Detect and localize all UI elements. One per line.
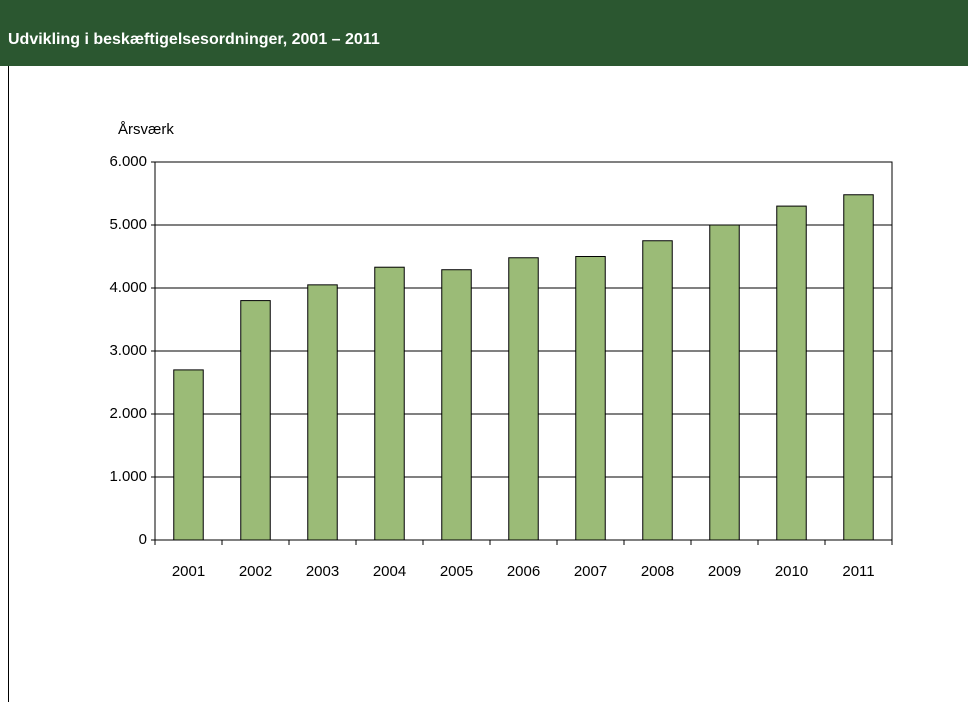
bar xyxy=(508,257,539,541)
header-bar: Udvikling i beskæftigelsesordninger, 200… xyxy=(0,0,968,66)
y-tick-label: 3.000 xyxy=(109,342,147,359)
x-tick-label: 2010 xyxy=(775,563,808,580)
bar xyxy=(173,369,204,541)
bar xyxy=(374,266,405,541)
x-tick-label: 2008 xyxy=(641,563,674,580)
x-tick-label: 2006 xyxy=(507,563,540,580)
x-tick-label: 2009 xyxy=(708,563,741,580)
bar xyxy=(240,300,271,541)
bar xyxy=(575,256,606,541)
header-title: Udvikling i beskæftigelsesordninger, 200… xyxy=(8,31,380,48)
y-tick-label: 4.000 xyxy=(109,279,147,296)
y-axis-label: Årsværk xyxy=(118,121,174,138)
bar xyxy=(776,205,807,541)
x-tick-label: 2004 xyxy=(373,563,406,580)
y-tick-label: 5.000 xyxy=(109,216,147,233)
y-tick-label: 2.000 xyxy=(109,405,147,422)
x-tick-label: 2002 xyxy=(239,563,272,580)
x-tick-label: 2007 xyxy=(574,563,607,580)
bar xyxy=(307,284,338,541)
x-tick-label: 2003 xyxy=(306,563,339,580)
bar xyxy=(441,269,472,541)
x-tick-label: 2001 xyxy=(172,563,205,580)
y-tick-label: 0 xyxy=(139,531,147,548)
x-tick-label: 2011 xyxy=(842,563,874,580)
y-tick-label: 6.000 xyxy=(109,153,147,170)
bar xyxy=(709,224,740,541)
bar xyxy=(642,240,673,541)
frame-border xyxy=(8,66,9,702)
x-tick-label: 2005 xyxy=(440,563,473,580)
y-tick-label: 1.000 xyxy=(109,468,147,485)
bar xyxy=(843,194,874,541)
